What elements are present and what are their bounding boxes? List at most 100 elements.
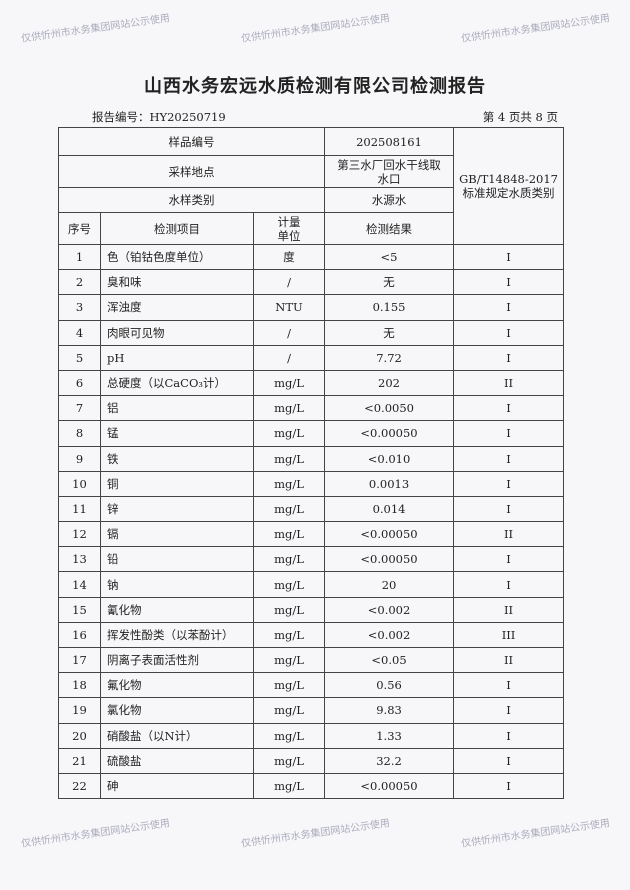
row-result: <0.00050 (324, 521, 455, 548)
row-class: I (453, 546, 565, 573)
row-item: 肉眼可见物 (100, 319, 254, 346)
row-number: 16 (58, 621, 101, 649)
row-result: 9.83 (324, 697, 455, 724)
standard-header: GB/T14848-2017 标准规定水质类别 (453, 127, 565, 245)
row-class: II (453, 369, 565, 397)
row-result: 20 (324, 571, 455, 598)
location: 第三水厂回水干线取水口 (324, 155, 455, 188)
table-row: 13 铅 mg/L <0.00050 I (58, 546, 565, 573)
watermark: 仅供忻州市水务集团网站公示使用 (240, 13, 391, 45)
row-number: 6 (58, 369, 101, 397)
row-unit: mg/L (252, 571, 326, 598)
row-class: I (453, 747, 565, 774)
row-item: 铝 (100, 395, 254, 422)
row-result: <0.002 (324, 596, 455, 623)
table-row: 12 镉 mg/L <0.00050 II (58, 521, 565, 548)
table-row: 6 总硬度（以CaCO₃计） mg/L 202 II (58, 369, 565, 397)
row-item: 氰化物 (100, 596, 254, 623)
row-result: 无 (324, 269, 455, 296)
row-class: I (453, 294, 565, 321)
table-row: 14 钠 mg/L 20 I (58, 571, 565, 598)
row-number: 10 (58, 470, 101, 497)
col-item: 检测项目 (100, 212, 254, 245)
report-title: 山西水务宏远水质检测有限公司检测报告 (144, 76, 486, 97)
row-number: 5 (58, 344, 101, 371)
table-row: 15 氰化物 mg/L <0.002 II (58, 596, 565, 623)
table-row: 17 阴离子表面活性剂 mg/L <0.05 II (58, 646, 565, 674)
row-result: <0.05 (324, 646, 455, 674)
row-unit: mg/L (252, 722, 326, 749)
table-row: 22 砷 mg/L <0.00050 I (58, 772, 565, 800)
row-unit: mg/L (252, 395, 326, 422)
row-unit: mg/L (252, 621, 326, 649)
row-item: 锌 (100, 495, 254, 523)
row-class: I (453, 319, 565, 346)
row-item: 色（铂钴色度单位） (100, 243, 254, 271)
row-item: 挥发性酚类（以苯酚计） (100, 621, 254, 649)
row-item: 臭和味 (100, 269, 254, 296)
row-item: 氯化物 (100, 697, 254, 724)
table-row: 19 氯化物 mg/L 9.83 I (58, 697, 565, 724)
row-item: 锰 (100, 420, 254, 447)
row-result: 7.72 (324, 344, 455, 371)
row-item: 铅 (100, 546, 254, 573)
row-class: I (453, 395, 565, 422)
table-row: 10 铜 mg/L 0.0013 I (58, 470, 565, 497)
row-unit: mg/L (252, 646, 326, 674)
watermark: 仅供忻州市水务集团网站公示使用 (460, 13, 611, 45)
row-number: 1 (58, 243, 101, 271)
row-item: 铜 (100, 470, 254, 497)
row-result: <0.00050 (324, 420, 455, 447)
row-unit: mg/L (252, 495, 326, 523)
row-unit: mg/L (252, 772, 326, 800)
row-unit: mg/L (252, 697, 326, 724)
row-number: 11 (58, 495, 101, 523)
row-item: 砷 (100, 772, 254, 800)
row-class: I (453, 344, 565, 371)
page-number: 第 4 页共 8 页 (482, 110, 558, 124)
row-class: II (453, 596, 565, 623)
row-result: 32.2 (324, 747, 455, 774)
row-class: I (453, 571, 565, 598)
type-label: 水样类别 (57, 187, 326, 213)
results-table: 样品编号 202508161 GB/T14848-2017 标准规定水质类别 采… (57, 127, 565, 800)
row-number: 12 (58, 521, 101, 548)
row-class: I (453, 697, 565, 724)
row-number: 18 (58, 672, 101, 699)
row-result: <0.002 (324, 621, 455, 649)
row-result: <0.010 (324, 445, 455, 472)
row-number: 9 (58, 445, 101, 472)
table-row: 5 pH/7.72 I (58, 344, 565, 371)
row-item: 氟化物 (100, 672, 254, 699)
col-result: 检测结果 (324, 212, 455, 245)
watermark: 仅供忻州市水务集团网站公示使用 (460, 818, 611, 850)
row-result: <0.00050 (324, 772, 455, 800)
watermark: 仅供忻州市水务集团网站公示使用 (20, 13, 171, 45)
row-unit: / (252, 344, 326, 371)
row-number: 22 (58, 772, 101, 800)
watermark: 仅供忻州市水务集团网站公示使用 (240, 818, 391, 850)
row-number: 14 (58, 571, 101, 598)
col-seq: 序号 (58, 212, 101, 245)
row-result: 0.0013 (324, 470, 455, 497)
row-result: 无 (324, 319, 455, 346)
row-item: 硝酸盐（以N计） (100, 722, 254, 749)
row-number: 2 (58, 269, 101, 296)
row-number: 21 (58, 747, 101, 774)
sample-no-label: 样品编号 (57, 127, 326, 156)
row-number: 8 (58, 420, 101, 447)
sample-no: 202508161 (324, 127, 455, 156)
sample-type: 水源水 (324, 187, 455, 213)
table-row: 9 铁 mg/L <0.010 I (58, 445, 565, 472)
row-result: 202 (324, 369, 455, 397)
row-number: 4 (58, 319, 101, 346)
row-number: 15 (58, 596, 101, 623)
row-class: I (453, 269, 565, 296)
row-number: 3 (58, 294, 101, 321)
row-class: I (453, 772, 565, 800)
row-unit: mg/L (252, 672, 326, 699)
table-row: 16 挥发性酚类（以苯酚计） mg/L <0.002 III (58, 621, 565, 649)
row-number: 13 (58, 546, 101, 573)
row-item: 铁 (100, 445, 254, 472)
